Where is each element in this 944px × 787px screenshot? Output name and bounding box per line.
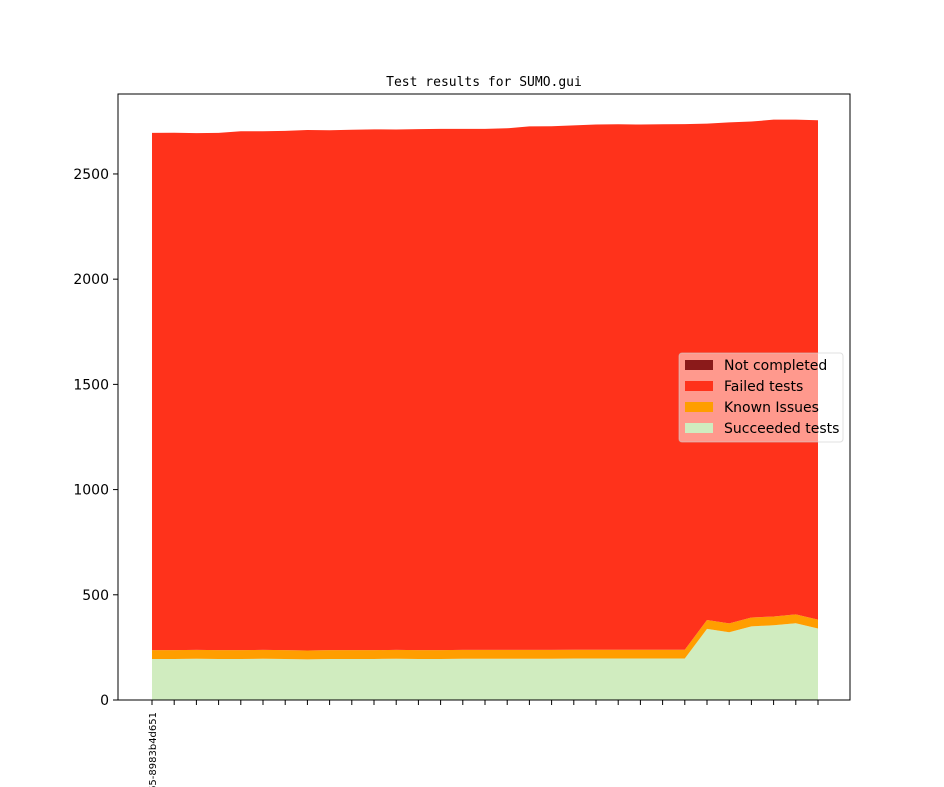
legend-box: [678, 352, 844, 443]
area-layers: [152, 119, 818, 700]
x-axis: 65-8983b4d651: [148, 700, 819, 787]
y-tick-label: 0: [100, 693, 109, 709]
x-tick-label: 65-8983b4d651: [148, 712, 159, 787]
area-succeeded-tests: [152, 623, 818, 700]
area-failed-tests: [152, 119, 818, 651]
plot-frame: [117, 93, 851, 701]
legend-label: Failed tests: [724, 379, 803, 395]
legend-label: Succeeded tests: [724, 421, 839, 437]
legend-swatch: [685, 381, 713, 391]
legend-swatch: [685, 360, 713, 370]
chart-title: Test results for SUMO.gui: [386, 75, 582, 90]
y-tick-label: 500: [82, 588, 109, 604]
y-axis: 0 500 1000 1500 2000 2500: [73, 167, 118, 709]
legend: Not completed Failed tests Known Issues Suc…: [678, 352, 844, 443]
area-known-issues: [152, 614, 818, 660]
y-tick-label: 1000: [73, 483, 109, 499]
legend-label: Not completed: [724, 358, 827, 374]
y-tick-label: 2000: [73, 272, 109, 288]
y-tick-label: 1500: [73, 377, 109, 393]
y-tick-label: 2500: [73, 167, 109, 183]
legend-swatch: [685, 423, 713, 433]
legend-swatch: [685, 402, 713, 412]
legend-label: Known Issues: [724, 400, 819, 416]
